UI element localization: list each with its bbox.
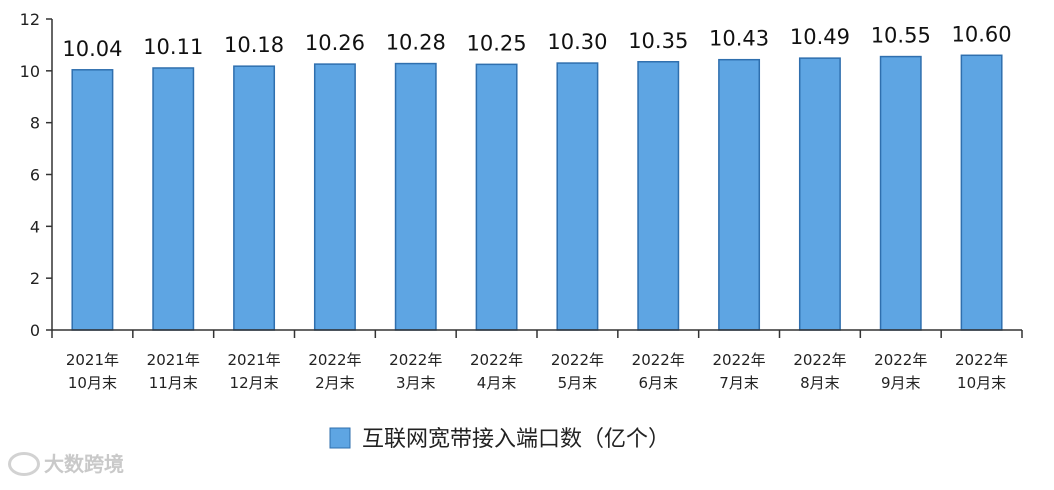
x-tick-label-year: 2021年 (147, 351, 200, 369)
bar (313, 63, 356, 331)
x-tick-label-month: 10月末 (957, 374, 1006, 392)
data-label: 10.49 (790, 25, 850, 49)
x-tick-label-year: 2021年 (227, 351, 280, 369)
bar (152, 67, 195, 331)
bar (475, 63, 518, 331)
bar (879, 55, 922, 331)
bar (637, 61, 680, 331)
x-tick-label-month: 3月末 (396, 374, 436, 392)
bar (71, 69, 114, 331)
x-tick-label-year: 2022年 (712, 351, 765, 369)
y-tick-label: 10 (20, 62, 40, 81)
x-tick-label-month: 9月末 (881, 374, 921, 392)
data-label: 10.04 (62, 37, 122, 61)
bars-group (71, 54, 1003, 331)
x-tick-label-year: 2021年 (66, 351, 119, 369)
data-label: 10.26 (305, 31, 365, 55)
x-tick-label-year: 2022年 (955, 351, 1008, 369)
y-tick-label: 6 (30, 166, 40, 185)
bar (960, 54, 1003, 331)
x-tick-label-month: 5月末 (558, 374, 598, 392)
data-label: 10.30 (547, 30, 607, 54)
data-label: 10.35 (628, 29, 688, 53)
x-tick-label-year: 2022年 (632, 351, 685, 369)
x-tick-label-month: 8月末 (800, 374, 840, 392)
x-tick-label-month: 12月末 (230, 374, 279, 392)
legend-swatch (329, 427, 351, 449)
data-label: 10.55 (871, 24, 931, 48)
x-tick-label-month: 10月末 (68, 374, 117, 392)
watermark: 大数跨境 (8, 448, 124, 477)
x-tick-label-year: 2022年 (389, 351, 442, 369)
y-tick-label: 8 (30, 114, 40, 133)
data-label: 10.18 (224, 33, 284, 57)
x-tick-label-year: 2022年 (308, 351, 361, 369)
data-label: 10.11 (143, 35, 203, 59)
x-tick-label-year: 2022年 (470, 351, 523, 369)
x-tick-label-month: 4月末 (477, 374, 517, 392)
data-label: 10.60 (952, 22, 1012, 46)
y-tick-label: 2 (30, 269, 40, 288)
bar (798, 57, 841, 331)
data-label: 10.28 (386, 31, 446, 55)
bar (394, 62, 437, 331)
x-tick-label-month: 6月末 (638, 374, 678, 392)
y-tick-label: 12 (20, 10, 40, 29)
data-label: 10.43 (709, 27, 769, 51)
x-tick-label-month: 11月末 (149, 374, 198, 392)
y-tick-label: 4 (30, 217, 40, 236)
x-tick-label-year: 2022年 (551, 351, 604, 369)
x-tick-label-month: 7月末 (719, 374, 759, 392)
data-label: 10.25 (467, 31, 527, 55)
x-tick-label-year: 2022年 (793, 351, 846, 369)
bar (233, 65, 276, 331)
data-labels-group: 10.04 10.11 10.18 10.26 10.28 10.25 10.30 10.35… (62, 22, 1011, 61)
x-tick-label-month: 2月末 (315, 374, 355, 392)
bar (556, 62, 599, 331)
x-axis: 2021年 10月末 2021年 11月末 2021年 12月末 2022年 2月末 2022年… (51, 329, 1023, 392)
y-tick-label: 0 (30, 321, 40, 340)
x-tick-label-year: 2022年 (874, 351, 927, 369)
y-axis: 0 2 4 6 8 10 12 (20, 10, 53, 340)
bar (718, 58, 761, 331)
watermark-text: 大数跨境 (44, 452, 124, 476)
legend: 互联网宽带接入端口数（亿个） (329, 427, 670, 452)
watermark-logo-icon (8, 451, 40, 476)
legend-label: 互联网宽带接入端口数（亿个） (362, 427, 670, 452)
